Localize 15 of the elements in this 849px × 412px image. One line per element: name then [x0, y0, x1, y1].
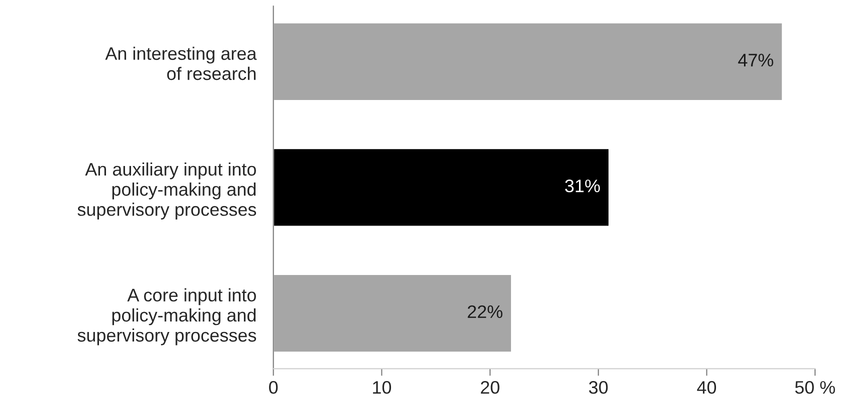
- y-tick-label: A core input into policy-making and supervisory processes: [78, 288, 256, 346]
- y-tick-label: An interesting area of research: [105, 46, 257, 80]
- bar: [273, 22, 784, 102]
- bar: [273, 274, 512, 353]
- x-tick-label: 40: [697, 381, 716, 394]
- x-tick-label: 50 %: [795, 381, 835, 394]
- x-tick-label: 30: [589, 381, 608, 394]
- data-label: 31%: [565, 180, 600, 192]
- x-tick-label: 20: [480, 381, 500, 394]
- data-label: 22%: [468, 305, 502, 318]
- y-tick-label: An auxiliary input into policy-making and supervisory processes: [78, 162, 256, 220]
- x-tick-label: 10: [373, 381, 392, 394]
- bar: [273, 148, 610, 228]
- x-tick-label: 0: [269, 381, 278, 394]
- data-label: 47%: [738, 54, 774, 66]
